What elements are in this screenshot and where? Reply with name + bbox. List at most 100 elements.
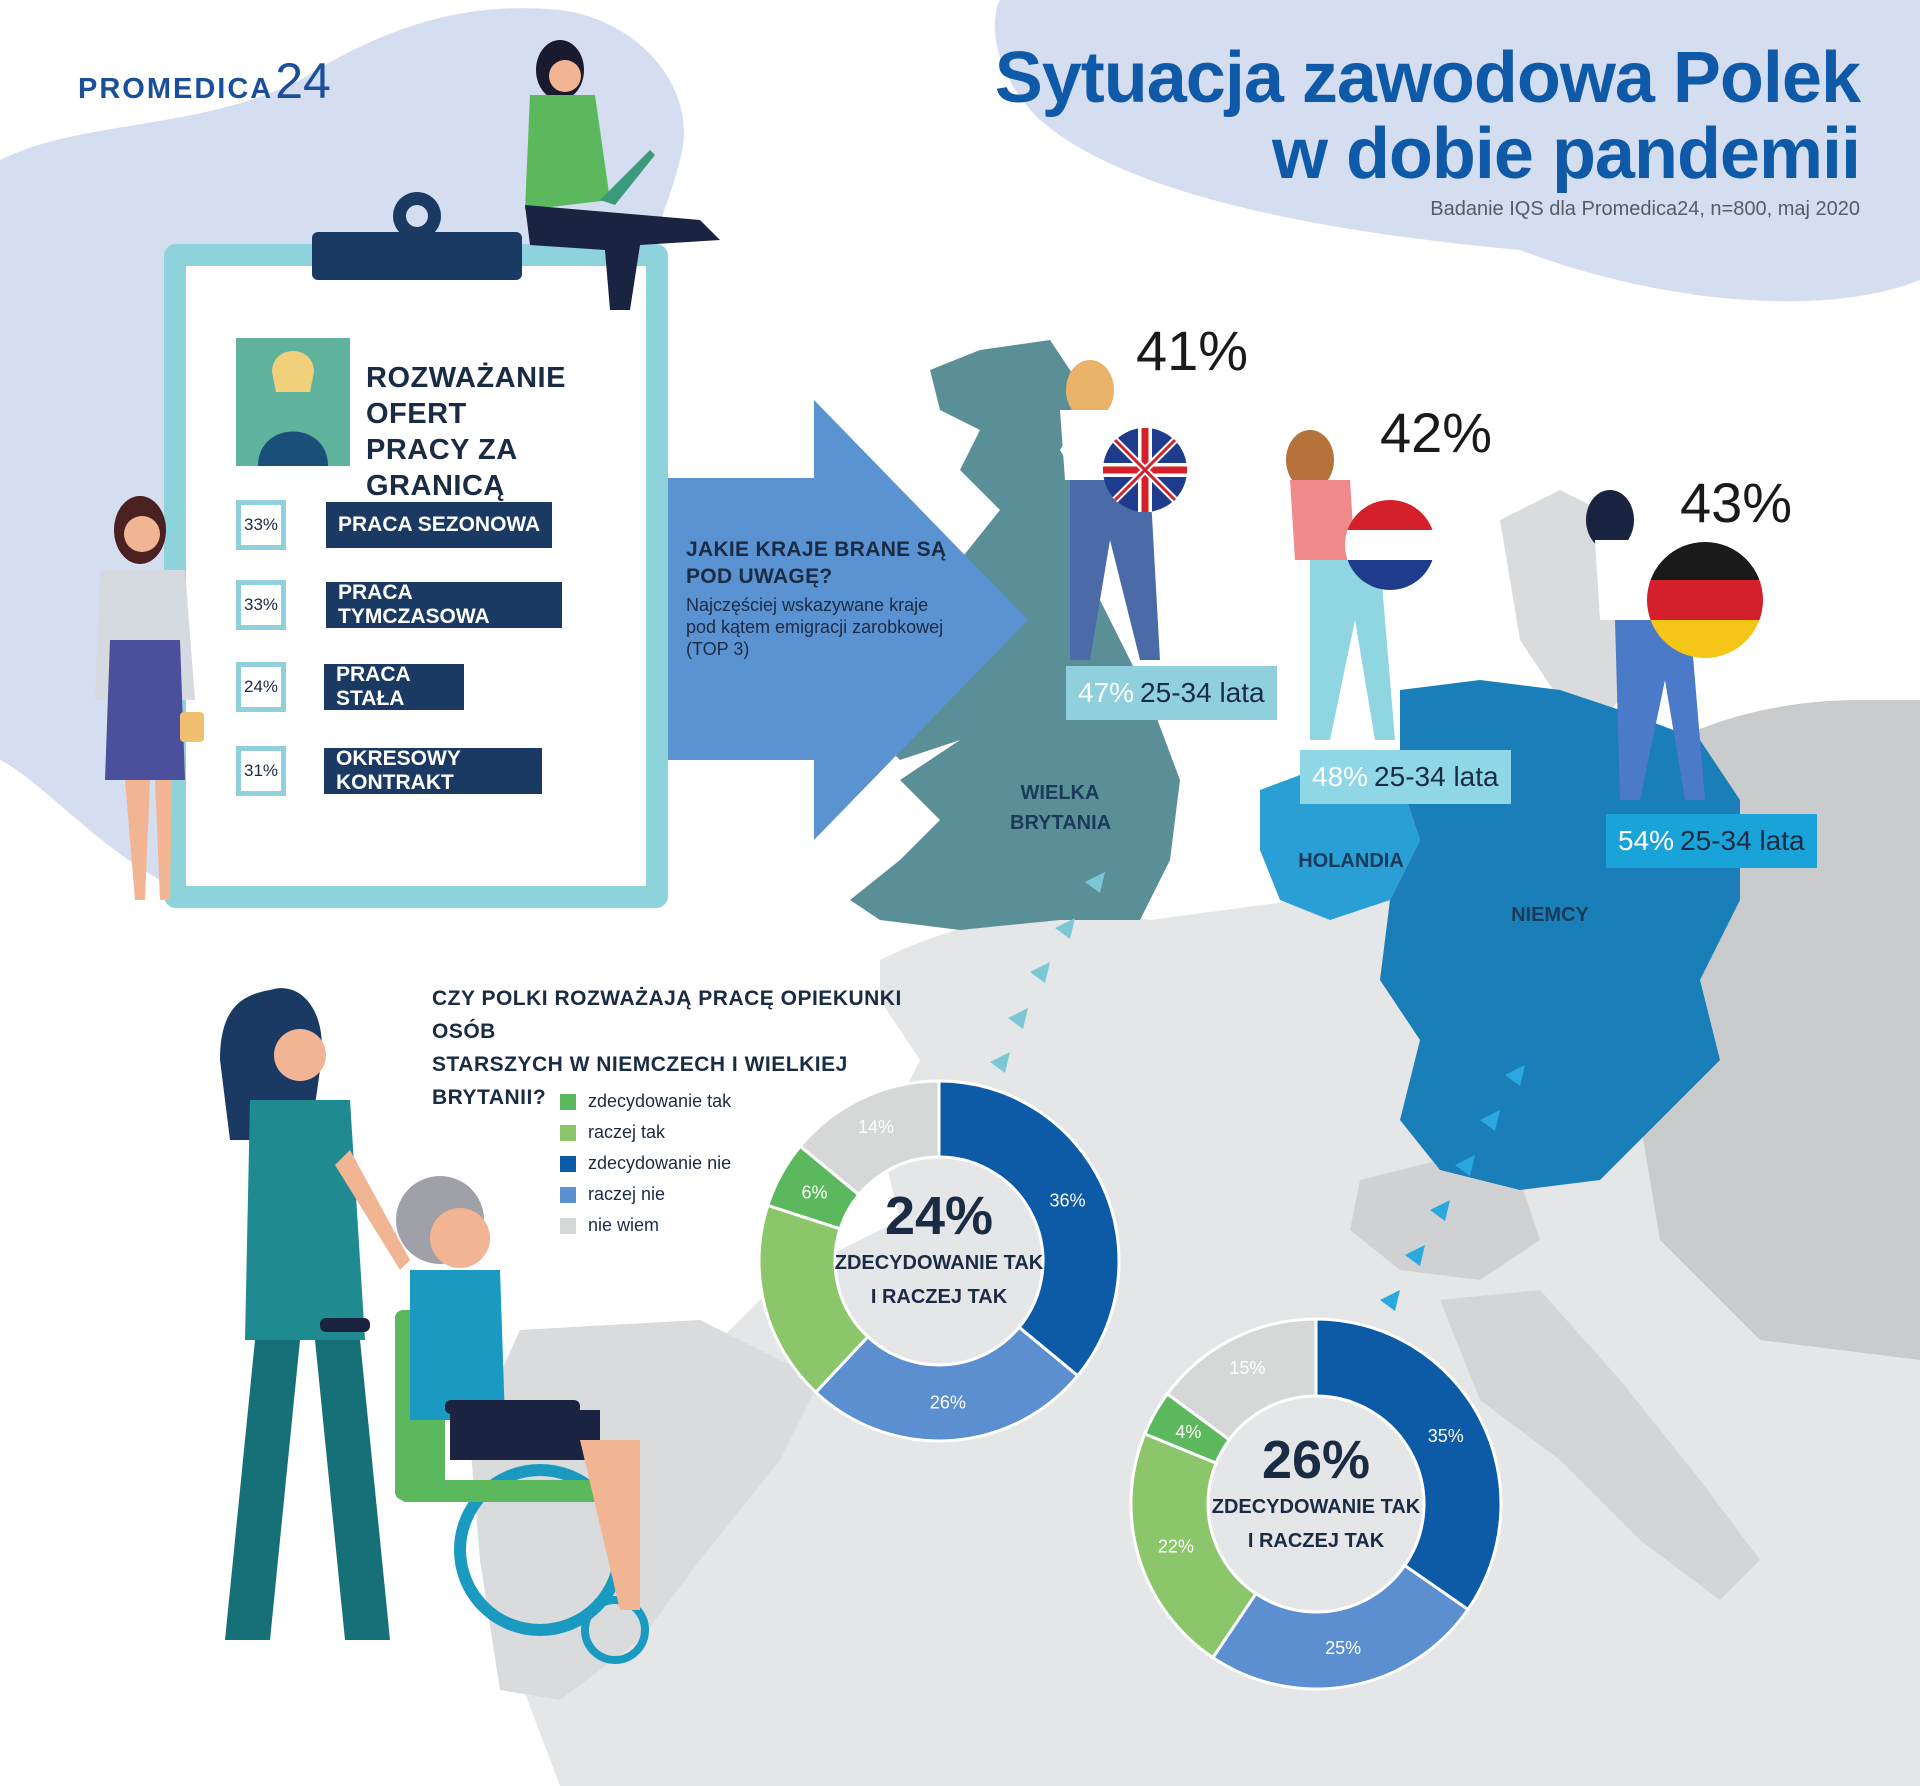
donut-chart-de: 35% 25% 22% 4% 15% <box>1129 1317 1503 1691</box>
legend-item: zdecydowanie tak <box>560 1086 731 1117</box>
arrow-desc-3: (TOP 3) <box>686 639 750 659</box>
job-pct-box: 24% <box>236 662 286 712</box>
arrow-text: JAKIE KRAJE BRANE SĄ POD UWAGĘ? Najczęśc… <box>686 536 986 660</box>
legend-item: raczej tak <box>560 1117 731 1148</box>
board-title: ROZWAŻANIE OFERT PRACY ZA GRANICĄ <box>366 360 636 504</box>
arrow-question-1: JAKIE KRAJE BRANE SĄ <box>686 538 947 561</box>
woman-laptop-illustration <box>525 40 720 310</box>
donut-1-slice-raczej-tak <box>1129 1431 1258 1660</box>
map-germany <box>1380 680 1740 1190</box>
dotted-arrow-uk <box>990 872 1105 1073</box>
title-line-1: Sytuacja zawodowa Polek <box>994 38 1861 118</box>
donut-de-center-value: 26% <box>1261 1430 1371 1490</box>
job-tag: PRACA SEZONOWA <box>326 502 552 548</box>
donut-1-slice-zdecydowanie-nie <box>1314 1317 1503 1612</box>
uk-flag-icon <box>1103 428 1187 512</box>
legend-label: raczej nie <box>588 1184 666 1204</box>
clipboard-clip <box>312 232 522 280</box>
nl-label: HOLANDIA <box>1298 850 1404 872</box>
donut-1-label-zdecydowanie-tak: 4% <box>1175 1422 1201 1442</box>
arrow-desc-2: pod kątem emigracji zarobkowej <box>686 617 944 637</box>
top-right-blob <box>994 0 1920 302</box>
care-question-line-1: CZY POLKI ROZWAŻAJĄ PRACĘ OPIEKUNKI OSÓB <box>432 987 902 1043</box>
nurse-wheelchair-illustration <box>220 988 649 1664</box>
job-tag: OKRESOWY KONTRAKT <box>324 747 542 794</box>
legend-label: raczej tak <box>588 1122 666 1142</box>
arrow-desc-1: Najczęściej wskazywane kraje <box>686 595 929 615</box>
nl-age-pct: 48% <box>1312 761 1369 792</box>
woman-de-illustration <box>1586 490 1705 800</box>
board-title-line-2: PRACY ZA GRANICĄ <box>366 434 517 502</box>
portrait-body <box>258 431 328 466</box>
logo-word: PROMEDICA <box>78 73 274 105</box>
job-pct-box: 31% <box>236 746 286 796</box>
nl-flag-icon <box>1345 500 1435 590</box>
logo-number: 24 <box>275 53 331 109</box>
donut-1-slice-nie-wiem <box>1165 1317 1318 1442</box>
dotted-arrow-de <box>1380 1065 1525 1311</box>
donut-1-label-raczej-tak: 22% <box>1158 1537 1194 1557</box>
de-age-pct: 54% <box>1618 825 1675 856</box>
job-pct-box: 33% <box>236 580 286 630</box>
donut-de-center: 26% ZDECYDOWANIE TAK I RACZEJ TAK <box>1206 1430 1426 1558</box>
donut-de-center-label-2: I RACZEJ TAK <box>1247 1530 1385 1552</box>
legend-item: nie wiem <box>560 1210 731 1241</box>
donut-0-label-zdecydowanie-nie: 36% <box>1049 1191 1085 1211</box>
de-pct: 43% <box>1680 471 1793 534</box>
legend-label: zdecydowanie tak <box>588 1091 732 1111</box>
donut-uk-center-label-2: I RACZEJ TAK <box>870 1286 1008 1308</box>
donut-0-label-raczej-nie: 26% <box>930 1393 966 1413</box>
legend-swatch <box>560 1155 576 1172</box>
legend-swatch <box>560 1124 576 1141</box>
donut-0-slice-nie-wiem <box>798 1079 941 1197</box>
uk-age-pct: 47% <box>1078 677 1135 708</box>
donut-uk-center: 24% ZDECYDOWANIE TAK I RACZEJ TAK <box>829 1186 1049 1314</box>
de-age-tag: 54% 25-34 lata <box>1606 814 1817 868</box>
legend: zdecydowanie tak raczej tak zdecydowanie… <box>560 1086 731 1241</box>
legend-label: zdecydowanie nie <box>588 1153 732 1173</box>
donut-1-label-nie-wiem: 15% <box>1229 1358 1265 1378</box>
arrow-question-2: POD UWAGĘ? <box>686 565 833 588</box>
care-question: CZY POLKI ROZWAŻAJĄ PRACĘ OPIEKUNKI OSÓB… <box>432 982 952 1114</box>
donut-0-slice-raczej-tak <box>757 1203 870 1395</box>
de-label: NIEMCY <box>1511 904 1589 926</box>
uk-label: WIELKA BRYTANIA <box>1010 778 1112 838</box>
uk-age-tag: 47% 25-34 lata <box>1066 666 1277 720</box>
donut-0-slice-raczej-nie <box>813 1325 1080 1443</box>
big-arrow <box>668 400 1028 840</box>
uk-age-label: 25-34 lata <box>1140 677 1265 708</box>
job-tag: PRACA TYMCZASOWA <box>326 581 562 628</box>
legend-swatch <box>560 1217 576 1234</box>
donut-uk-center-label-1: ZDECYDOWANIE TAK <box>834 1252 1044 1274</box>
page-title: Sytuacja zawodowa Polek w dobie pandemii <box>994 38 1861 194</box>
nl-pct: 42% <box>1380 401 1493 464</box>
donut-chart-uk: 36% 26% 6% 14% <box>757 1079 1121 1443</box>
woman-standing-illustration <box>95 496 204 900</box>
donut-1-label-zdecydowanie-nie: 35% <box>1428 1426 1464 1446</box>
subtitle: Badanie IQS dla Promedica24, n=800, maj … <box>1430 198 1860 220</box>
uk-label-line-1: WIELKA <box>1020 782 1100 804</box>
board-title-line-1: ROZWAŻANIE OFERT <box>366 362 566 430</box>
uk-label-line-2: BRYTANIA <box>1010 812 1112 834</box>
map-italy <box>1440 1290 1760 1600</box>
donut-0-slice-zdecydowanie-nie <box>937 1079 1121 1378</box>
donut-0-label-zdecydowanie-tak: 6% <box>802 1183 828 1203</box>
map-great-britain <box>850 340 1180 930</box>
job-pct-box: 33% <box>236 500 286 550</box>
legend-item: raczej nie <box>560 1179 731 1210</box>
uk-pct: 41% <box>1136 319 1249 382</box>
care-question-line-2: STARSZYCH W NIEMCZECH I WIELKIEJ BRYTANI… <box>432 1053 848 1109</box>
donut-0-label-nie-wiem: 14% <box>858 1117 894 1137</box>
nl-age-tag: 48% 25-34 lata <box>1300 750 1511 804</box>
legend-item: zdecydowanie nie <box>560 1148 731 1179</box>
donut-1-label-raczej-nie: 25% <box>1325 1638 1361 1658</box>
donut-de-center-label-1: ZDECYDOWANIE TAK <box>1211 1496 1421 1518</box>
title-line-2: w dobie pandemii <box>1271 114 1861 194</box>
donut-1-slice-raczej-nie <box>1210 1563 1471 1691</box>
job-tag: PRACA STAŁA <box>324 663 464 710</box>
de-age-label: 25-34 lata <box>1680 825 1805 856</box>
donut-uk-center-value: 24% <box>884 1186 994 1246</box>
nl-age-label: 25-34 lata <box>1374 761 1499 792</box>
legend-swatch <box>560 1186 576 1203</box>
